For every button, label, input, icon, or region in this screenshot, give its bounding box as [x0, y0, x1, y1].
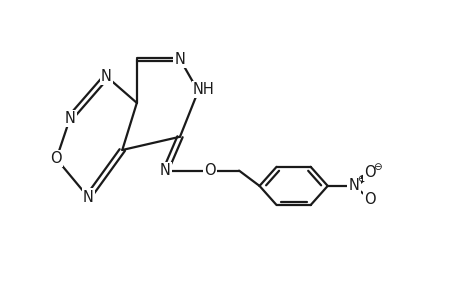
Text: O: O: [203, 163, 215, 178]
Text: N: N: [64, 111, 75, 126]
Text: N: N: [83, 190, 94, 205]
Text: O: O: [364, 192, 375, 207]
Text: N: N: [174, 52, 185, 67]
Text: N: N: [101, 69, 112, 84]
Text: N: N: [348, 178, 359, 194]
Text: O: O: [364, 165, 375, 180]
Text: O: O: [50, 151, 62, 166]
Text: ⊖: ⊖: [372, 162, 381, 172]
Text: N: N: [160, 163, 171, 178]
Text: ⊕: ⊕: [356, 174, 365, 184]
Text: NH: NH: [192, 82, 214, 97]
